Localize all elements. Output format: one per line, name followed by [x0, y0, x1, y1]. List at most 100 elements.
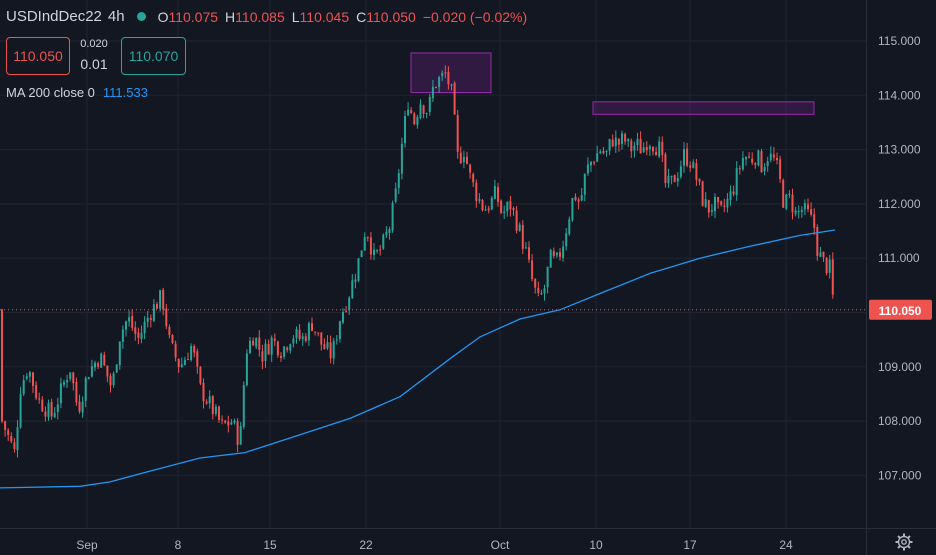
symbol-header: USDIndDec22 4h O 110.075 H 110.085 L 110.04… [6, 8, 534, 25]
candle-body [1, 309, 3, 422]
candle-body [636, 138, 639, 145]
candle-body [84, 377, 87, 401]
candle-body [788, 193, 791, 195]
candle-body [258, 337, 261, 350]
spread-top: 0.020 [80, 38, 108, 50]
candle-body [642, 147, 645, 153]
candle-body [357, 258, 360, 281]
candle-body [233, 420, 236, 423]
candle-body [267, 344, 270, 355]
symbol-name[interactable]: USDIndDec22 [6, 8, 102, 25]
candle-body [481, 199, 484, 211]
candle-body [28, 372, 31, 377]
change-value: −0.020 (−0.02%) [422, 8, 528, 25]
candle-body [270, 337, 273, 355]
candle-body [165, 308, 168, 327]
candle-body [658, 141, 661, 157]
candle-body [726, 198, 729, 208]
candle-body [807, 204, 809, 210]
candle-body [729, 191, 732, 200]
candle-body [202, 382, 205, 402]
buy-button[interactable]: 110.070 [121, 37, 186, 75]
candle-body [252, 340, 255, 346]
candle-body [698, 178, 701, 182]
candle-body [748, 156, 751, 158]
candle-body [428, 96, 431, 112]
candle-body [444, 72, 447, 74]
candle-body [692, 162, 695, 168]
candle-body [574, 196, 577, 201]
candle-body [599, 151, 602, 154]
candle-body [32, 372, 34, 386]
price-tick-label: 113.000 [878, 143, 921, 157]
candle-body [754, 163, 757, 165]
candle-body [400, 143, 403, 174]
candle-body [596, 153, 599, 162]
candle-body [382, 234, 385, 249]
open-value: 110.075 [168, 8, 219, 25]
candle-body [366, 237, 369, 239]
candle-body [146, 317, 149, 322]
candle-body [16, 427, 19, 451]
candle-body [431, 86, 434, 98]
sell-button[interactable]: 110.050 [6, 37, 70, 75]
candle-body [363, 236, 366, 251]
timeframe[interactable]: 4h [107, 8, 125, 25]
candle-body [143, 321, 146, 334]
candle-body [242, 385, 245, 428]
candle-body [7, 430, 10, 435]
candle-body [422, 105, 425, 114]
candle-body [627, 139, 630, 142]
candle-body [106, 365, 109, 377]
candle-body [714, 196, 716, 212]
candle-body [342, 312, 344, 323]
candlesticks [1, 65, 834, 458]
candle-body [710, 210, 713, 212]
candle-body [475, 182, 478, 201]
candle-body [245, 353, 248, 386]
candle-body [552, 251, 555, 257]
candle-body [121, 329, 124, 342]
candle-body [156, 304, 158, 309]
candle-body [348, 297, 351, 310]
price-tick-label: 107.000 [878, 468, 922, 482]
candle-body [171, 334, 174, 344]
candle-body [484, 209, 487, 211]
indicator-value: 111.533 [102, 85, 148, 100]
candle-body [472, 173, 475, 183]
candle-body [323, 344, 326, 350]
candle-body [791, 194, 794, 213]
highlight-box [592, 101, 815, 115]
candle-body [280, 355, 282, 358]
price-axis[interactable]: 115.000 114.000 113.000 112.000 111.000 110.0… [866, 0, 922, 555]
candle-body [168, 327, 171, 336]
candle-body [354, 279, 357, 282]
candle-body [10, 436, 13, 442]
candle-body [608, 138, 611, 151]
time-axis[interactable]: Sep 8 15 22 Oct 10 17 24 [0, 528, 936, 553]
candle-body [822, 251, 825, 258]
candle-body [745, 157, 747, 160]
candle-body [329, 342, 332, 359]
candle-body [469, 164, 472, 173]
candle-body [766, 161, 769, 166]
candle-body [652, 147, 654, 152]
time-tick-label: 10 [589, 538, 603, 552]
close-label: C [356, 8, 367, 25]
candle-body [503, 211, 506, 214]
gear-icon[interactable] [895, 533, 913, 551]
candle-body [816, 226, 819, 256]
candle-body [103, 354, 106, 366]
candle-body [187, 359, 189, 361]
price-tick-label: 114.000 [878, 88, 921, 102]
candle-body [577, 199, 580, 202]
candle-body [732, 191, 735, 195]
low-value: 110.045 [299, 8, 350, 25]
candle-body [661, 141, 664, 156]
candle-body [679, 166, 682, 177]
candle-body [44, 411, 47, 417]
candle-body [97, 363, 100, 367]
indicator-legend[interactable]: MA 200 close 0 111.533 [6, 85, 148, 100]
candle-body [720, 201, 723, 205]
